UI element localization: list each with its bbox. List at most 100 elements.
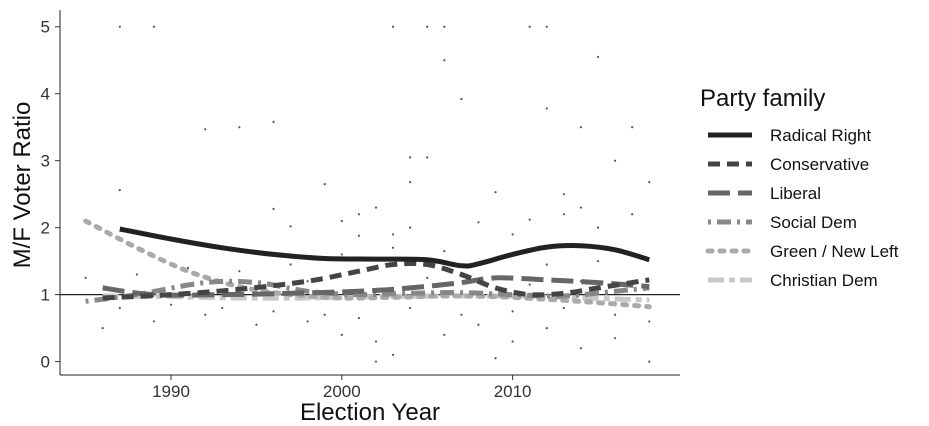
data-point [306,280,309,283]
data-point [477,323,480,326]
data-point [596,260,600,263]
data-point [631,126,634,129]
data-point [84,276,87,279]
data-point [306,320,309,323]
legend-label: Green / New Left [770,242,899,261]
legend-label: Social Dem [770,213,857,232]
data-point [613,159,617,162]
y-ticks: 0 1 2 3 4 5 [41,18,60,372]
data-point [460,97,463,101]
x-axis-title: Election Year [300,399,440,426]
data-point [613,313,617,316]
legend-label: Radical Right [770,126,871,145]
data-point [648,360,651,363]
data-point [118,189,121,192]
data-point [135,273,138,276]
data-point [494,191,497,194]
data-point [238,270,241,273]
series-line-social-dem [85,278,650,304]
data-point [426,156,429,159]
scatter-points [84,25,651,363]
data-point [289,225,292,228]
x-tick-label: 2000 [323,382,361,401]
y-axis-title: M/F Voter Ratio [9,102,36,269]
data-point [511,310,514,313]
data-point [596,226,600,229]
data-point [648,181,651,184]
data-point [443,333,446,336]
data-point [545,107,548,110]
data-point [528,218,531,221]
data-point [340,253,343,256]
x-tick-label: 2010 [494,382,532,401]
legend-label: Liberal [770,184,821,203]
data-point [374,360,378,363]
data-point [409,306,412,310]
data-point [579,126,583,129]
y-tick-label: 3 [41,152,50,171]
data-point [511,340,514,343]
data-point [255,323,258,326]
data-point [648,320,651,323]
data-point [562,193,565,196]
data-point [204,128,207,131]
data-point [340,333,343,336]
x-ticks: 1990 2000 2010 [152,375,532,401]
data-point [545,327,548,330]
series-line-conservative [102,260,650,301]
data-point [545,25,548,28]
x-tick-label: 1990 [152,382,190,401]
data-point [152,320,156,323]
legend-items: Radical Right Conservative Liberal Social D… [705,126,899,290]
legend: Party family Radical Right Conservative Li… [700,85,899,290]
data-point [494,357,497,360]
y-tick-label: 0 [41,353,50,372]
data-point [272,207,275,211]
data-point [374,206,378,209]
data-point [357,316,360,320]
data-point [562,213,565,216]
data-point [409,226,412,229]
data-point [238,126,241,129]
data-point [426,276,429,279]
data-point [579,206,583,209]
data-point [357,213,360,216]
data-point [186,266,190,269]
series-line-green-new-left [83,218,652,310]
data-point [391,246,395,249]
data-point [562,306,565,310]
data-point [613,337,617,340]
data-point [631,213,634,216]
data-point [596,55,600,58]
data-point [426,25,429,28]
y-tick-label: 1 [41,286,50,305]
data-point [272,120,275,123]
data-point [391,233,395,236]
y-tick-label: 4 [41,85,50,104]
data-point [118,25,121,28]
data-point [443,59,446,62]
data-point [323,313,326,316]
data-point [409,181,412,184]
data-point [443,250,446,253]
legend-label: Christian Dem [770,271,878,290]
data-point [391,353,395,357]
data-point [204,313,207,316]
data-point [528,283,531,286]
trend-lines [83,218,652,310]
data-point [443,25,446,28]
data-point [118,306,121,310]
data-point [169,303,173,306]
legend-title: Party family [700,85,825,112]
data-point [545,263,548,266]
data-point [289,263,292,266]
data-point [460,313,463,316]
data-point [221,306,224,310]
legend-label: Conservative [770,155,869,174]
data-point [101,327,104,330]
data-point [272,310,275,313]
data-point [340,219,343,223]
data-point [152,25,156,28]
data-point [511,233,514,236]
